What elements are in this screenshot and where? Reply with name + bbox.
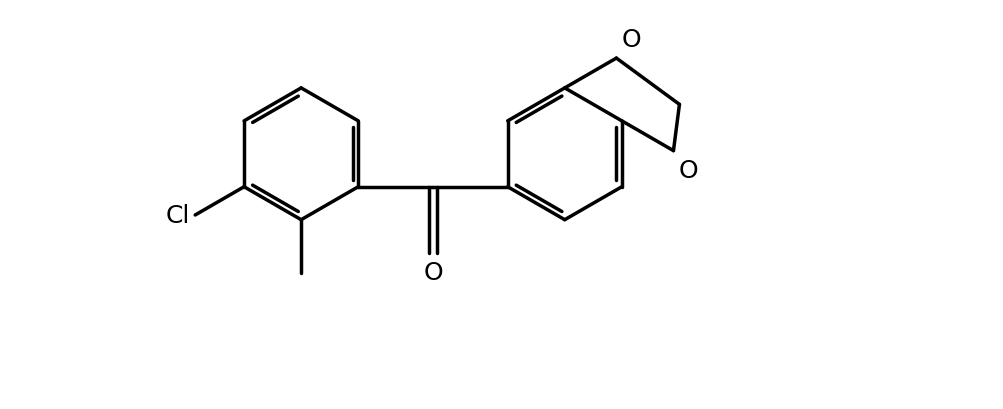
Text: O: O bbox=[678, 159, 697, 183]
Text: Cl: Cl bbox=[165, 204, 190, 227]
Text: O: O bbox=[621, 27, 640, 52]
Text: O: O bbox=[422, 261, 442, 285]
